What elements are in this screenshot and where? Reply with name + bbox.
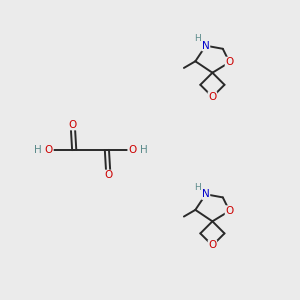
Text: H: H (194, 182, 201, 191)
Text: O: O (45, 145, 53, 155)
Text: O: O (225, 206, 234, 216)
Text: O: O (208, 241, 217, 250)
Text: N: N (202, 189, 210, 199)
Text: O: O (208, 92, 217, 102)
Text: N: N (202, 41, 210, 51)
Text: H: H (140, 145, 147, 155)
Text: H: H (34, 145, 41, 155)
Text: O: O (128, 145, 136, 155)
Text: O: O (225, 57, 234, 67)
Text: H: H (194, 34, 201, 43)
Text: O: O (69, 120, 77, 130)
Text: O: O (104, 170, 112, 180)
